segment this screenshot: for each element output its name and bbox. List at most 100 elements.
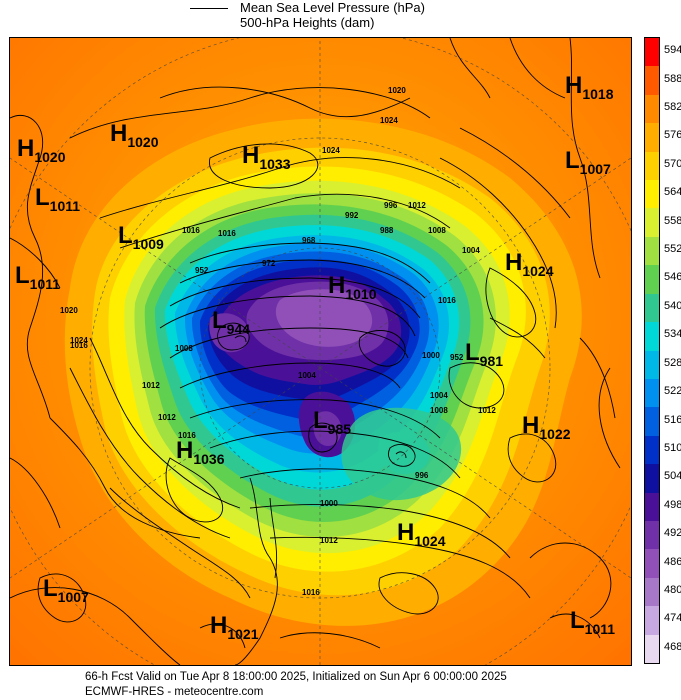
colorbar-cell (645, 378, 659, 408)
isobar-label: 996 (384, 201, 398, 210)
isobar-label: 1024 (322, 146, 340, 155)
pressure-center-letter: H (522, 412, 539, 439)
isobar-label: 1020 (60, 306, 78, 315)
pressure-center-low-985: L985 (313, 407, 351, 437)
weather-map: 1016 1016 1024 1012 1008 1004 996 992 988 968 972 9… (9, 37, 632, 666)
pressure-center-value: 1007 (580, 161, 611, 177)
colorbar-tick-label: 468 (664, 640, 681, 653)
colorbar-tick-label: 552 (664, 243, 681, 256)
isobar-label: 1008 (430, 406, 448, 415)
pressure-center-value: 1033 (259, 156, 290, 172)
pressure-center-high-1022: H1022 (522, 412, 571, 442)
pressure-center-value: 1024 (522, 263, 553, 279)
colorbar-tick-label: 588 (664, 72, 681, 85)
pressure-center-value: 1024 (414, 533, 445, 549)
colorbar-tick-label: 546 (664, 271, 681, 284)
colorbar-tick-label: 510 (664, 441, 681, 454)
isobar-label: 1008 (175, 344, 193, 353)
colorbar-cell (645, 180, 659, 209)
isobar-label: 988 (380, 226, 394, 235)
isobar-label: 1008 (428, 226, 446, 235)
isobar-label: 972 (262, 259, 276, 268)
pressure-center-low-1011-se: L1011 (570, 607, 615, 637)
isobar-label: 1004 (298, 371, 316, 380)
isobar-label: 992 (345, 211, 359, 220)
pressure-center-value: 1020 (34, 149, 65, 165)
colorbar-cell (645, 350, 659, 380)
isobar-label: 1024 (380, 116, 398, 125)
contour-label-group: 1016 101610241012100810049969929889689729… (60, 86, 496, 597)
colorbar-cell (645, 464, 659, 494)
colorbar-tick-label: 498 (664, 498, 681, 511)
pressure-center-letter: L (212, 307, 227, 334)
pressure-center-low-944: L944 (212, 307, 250, 337)
pressure-center-high-1036: H1036 (176, 437, 225, 467)
pressure-center-value: 985 (328, 421, 352, 437)
pressure-center-letter: L (43, 575, 58, 602)
pressure-center-letter: L (313, 407, 328, 434)
pressure-center-letter: H (242, 142, 259, 169)
colorbar-tick-label: 582 (664, 101, 681, 114)
pressure-center-letter: H (17, 135, 34, 162)
colorbar-cell (645, 123, 659, 153)
isobars (10, 38, 616, 649)
forecast-valid-text: 66-h Fcst Valid on Tue Apr 8 18:00:00 20… (85, 671, 507, 683)
pressure-center-value: 981 (480, 353, 504, 369)
colorbar-cell (645, 293, 659, 323)
pressure-center-value: 1011 (50, 198, 81, 214)
colorbar-tick-label: 564 (664, 186, 681, 199)
isobar-label: 952 (195, 266, 209, 275)
colorbar-cell (645, 549, 659, 579)
isobar-label: 1004 (462, 246, 480, 255)
pressure-center-value: 1036 (193, 451, 224, 467)
colorbar-cell (645, 492, 659, 522)
pressure-center-value: 1018 (582, 86, 613, 102)
pressure-center-letter: H (328, 272, 345, 299)
pressure-center-value: 1007 (58, 589, 89, 605)
colorbar-tick-label: 528 (664, 356, 681, 369)
colorbar-cell (645, 407, 659, 437)
isobar-label: 1000 (320, 499, 338, 508)
colorbar-tick-label: 558 (664, 214, 681, 227)
colorbar-tick-label: 486 (664, 555, 681, 568)
pressure-center-letter: L (570, 607, 585, 634)
isobar-label: 1016 (438, 296, 456, 305)
colorbar-cell (645, 520, 659, 550)
colorbar-cell (645, 38, 659, 67)
pressure-center-letter: L (118, 222, 133, 249)
colorbar-cell (645, 577, 659, 607)
height-field-486 (275, 289, 373, 347)
colorbar-cell (645, 66, 659, 96)
pressure-center-low-1011-sw: L1011 (15, 262, 60, 292)
pressure-center-low-1007-e: L1007 (565, 147, 611, 177)
isobar-label: 1024 (70, 336, 88, 345)
isobar-label: 1012 (320, 536, 338, 545)
isobar-label: 996 (415, 471, 429, 480)
pressure-center-value: 1022 (539, 426, 570, 442)
isobar-label: 952 (450, 353, 464, 362)
pressure-center-value: 1011 (30, 276, 61, 292)
colorbar-tick-label: 492 (664, 527, 681, 540)
legend-title: Mean Sea Level Pressure (hPa) (240, 0, 425, 15)
colorbar-tick-label: 576 (664, 129, 681, 142)
map-legend: Mean Sea Level Pressure (hPa) 500-hPa He… (190, 0, 520, 34)
isobar-label: 1016 (178, 431, 196, 440)
colorbar-tick-label: 570 (664, 157, 681, 170)
isobar-legend-line (190, 8, 228, 9)
trough-985-core (313, 411, 342, 446)
pressure-center-high-1020-nw: H1020 (110, 120, 159, 150)
graticule (10, 38, 631, 665)
pressure-center-high-1018: H1018 (565, 72, 614, 102)
colorbar-tick-label: 522 (664, 385, 681, 398)
coastlines (10, 38, 621, 665)
isobar-label: 1012 (478, 406, 496, 415)
pressure-center-letter: H (397, 519, 414, 546)
colorbar-cell (645, 265, 659, 295)
pressure-center-letter: L (465, 339, 480, 366)
colorbar-tick-label: 534 (664, 328, 681, 341)
pressure-center-value: 1010 (345, 286, 376, 302)
colorbar-cell (645, 236, 659, 266)
isobar-label: 1012 (142, 381, 160, 390)
pressure-center-high-1024-e: H1024 (505, 249, 554, 279)
